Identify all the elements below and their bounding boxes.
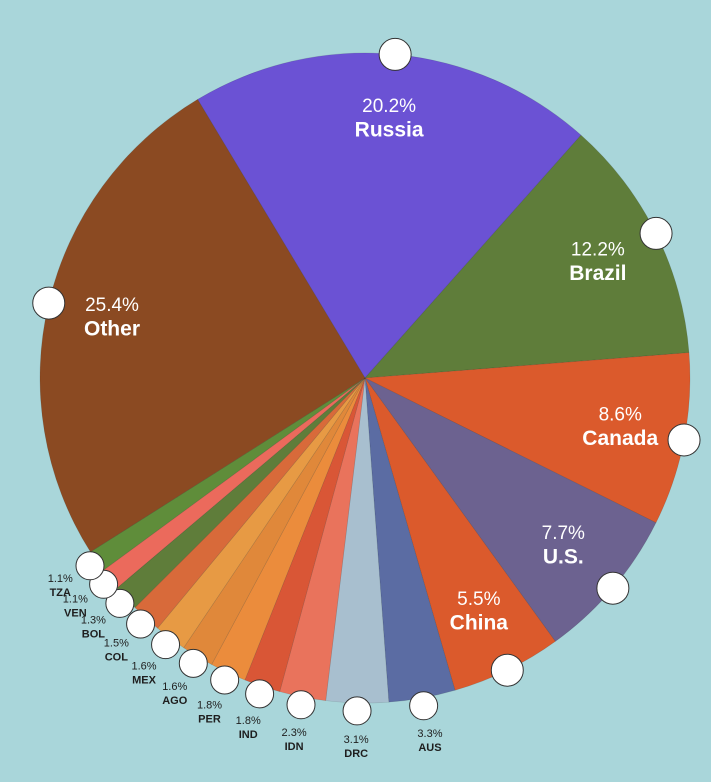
slices: [39, 52, 691, 704]
flag-icon: [286, 690, 316, 720]
flag-icon: [596, 571, 630, 605]
slice-label: BOL: [82, 629, 106, 641]
slice-label: MEX: [132, 674, 157, 686]
slice-percent: 20.2%: [362, 96, 416, 117]
flag-icon: [667, 423, 701, 457]
slice-label: DRC: [344, 748, 368, 760]
slice-label: Russia: [355, 119, 424, 142]
flag-icon: [490, 653, 524, 687]
flag-icon: [342, 696, 372, 726]
slice-percent: 12.2%: [571, 239, 625, 260]
slice-percent: 7.7%: [542, 523, 585, 544]
slice-percent: 1.1%: [63, 594, 88, 606]
slice-label: COL: [105, 652, 129, 664]
slice-label: VEN: [64, 608, 87, 620]
slice-percent: 1.6%: [162, 681, 187, 693]
slice-label: Brazil: [569, 262, 626, 285]
flag-icon: [210, 665, 240, 695]
slice-percent: 1.5%: [104, 638, 129, 650]
slice-label: Other: [84, 318, 140, 341]
slice-label: IND: [239, 729, 258, 741]
slice-label: AUS: [418, 742, 441, 754]
slice-percent: 3.1%: [344, 734, 369, 746]
slice-percent: 1.6%: [131, 660, 156, 672]
flag-icon: [151, 630, 181, 660]
flag-icon: [178, 648, 208, 678]
slice-percent: 1.1%: [48, 573, 73, 585]
flag-icon: [126, 609, 156, 639]
flag-icon: [409, 691, 439, 721]
slice-percent: 5.5%: [457, 589, 500, 610]
slice-label: AGO: [162, 695, 188, 707]
slice-percent: 1.8%: [236, 715, 261, 727]
slice-label: U.S.: [543, 546, 584, 569]
flag-icon: [639, 216, 673, 250]
slice-percent: 2.3%: [282, 727, 307, 739]
labels: 20.2%Russia 12.2%Brazil 8.6%Canada 7.7%U.S.…: [32, 37, 701, 760]
slice-percent: 3.3%: [417, 728, 442, 740]
slice-label: Canada: [582, 427, 658, 450]
slice-label: China: [450, 611, 509, 634]
flag-icon: [32, 286, 66, 320]
slice-label: TZA: [50, 587, 71, 599]
slice-percent: 1.8%: [197, 700, 222, 712]
slice-percent: 25.4%: [85, 295, 139, 316]
flag-icon: [245, 679, 275, 709]
slice-percent: 1.3%: [81, 615, 106, 627]
slice-percent: 8.6%: [599, 405, 642, 426]
flag-icon: [378, 37, 412, 71]
slice-label: IDN: [285, 741, 304, 753]
flag-icon: [75, 551, 105, 581]
flag-icon: [105, 588, 135, 618]
slice-label: PER: [198, 714, 221, 726]
